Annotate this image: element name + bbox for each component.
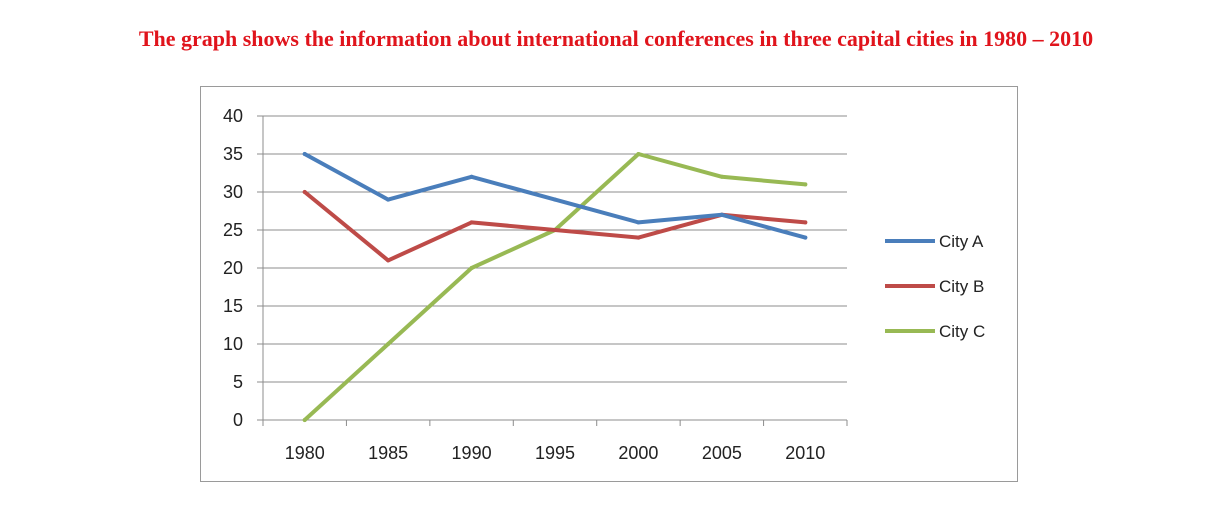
data-point (469, 220, 474, 225)
y-tick-label: 30 (223, 182, 243, 202)
x-tick-label: 1980 (285, 443, 325, 463)
x-tick-label: 2005 (702, 443, 742, 463)
data-point (386, 258, 391, 263)
data-point (803, 220, 808, 225)
x-tick-label: 2010 (785, 443, 825, 463)
data-point (803, 182, 808, 187)
y-tick-label: 25 (223, 220, 243, 240)
page-title: The graph shows the information about in… (138, 26, 1094, 51)
y-tick-label: 35 (223, 144, 243, 164)
data-point (719, 174, 724, 179)
legend-label: City A (939, 232, 984, 251)
legend-label: City C (939, 322, 985, 341)
data-point (469, 266, 474, 270)
y-tick-label: 10 (223, 334, 243, 354)
data-point (553, 197, 557, 202)
data-point (803, 235, 808, 240)
y-tick-label: 0 (233, 410, 243, 430)
y-tick-label: 15 (223, 296, 243, 316)
line-chart: 0 5 10 15 20 25 30 35 40 1980 1985 1990 1995 2000 2005… (223, 106, 985, 463)
data-point (302, 152, 307, 156)
x-tick-label: 1995 (535, 443, 575, 463)
y-tick-label: 40 (223, 106, 243, 126)
y-tick-label: 5 (233, 372, 243, 392)
data-point (553, 228, 557, 232)
data-point (386, 342, 391, 346)
data-point (719, 212, 724, 217)
data-point (636, 152, 641, 156)
series-line-city-a (302, 152, 808, 240)
x-tick-label: 1990 (452, 443, 492, 463)
y-tick-label: 20 (223, 258, 243, 278)
data-point (302, 190, 307, 194)
data-point (469, 174, 474, 179)
data-point (636, 235, 641, 240)
chart-frame: 0 5 10 15 20 25 30 35 40 1980 1985 1990 1995 2000 2005… (200, 86, 1018, 482)
x-tick-label: 2000 (618, 443, 658, 463)
x-tick-label: 1985 (368, 443, 408, 463)
legend-label: City B (939, 277, 984, 296)
data-point (636, 220, 641, 225)
data-point (386, 197, 391, 202)
data-point (302, 418, 307, 422)
series-line-city-b (302, 190, 808, 263)
